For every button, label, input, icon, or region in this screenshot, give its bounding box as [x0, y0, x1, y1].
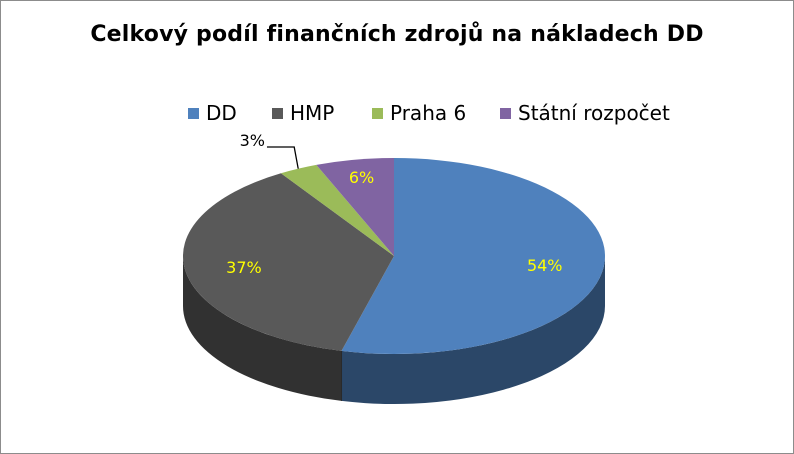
pie-slices: [183, 158, 606, 355]
legend-swatch-dd: [188, 107, 199, 119]
pie-side-hmp: [183, 256, 342, 401]
data-label-hmp: 37%: [226, 258, 262, 277]
pie-slice-praha-6: [280, 164, 394, 256]
data-label-dd: 54%: [527, 256, 563, 275]
pie-side-dd: [341, 256, 605, 404]
legend-item-dd: DD: [188, 101, 237, 125]
leader-line-praha-6: [266, 146, 299, 169]
legend-swatch-praha6: [372, 107, 383, 119]
legend-swatch-statni-rozpocet: [500, 107, 511, 119]
legend-item-hmp: HMP: [272, 101, 334, 125]
pie-slice-hmp: [183, 173, 394, 351]
legend-swatch-hmp: [272, 107, 283, 119]
pie-sides: [183, 256, 605, 404]
chart-title: Celkový podíl finančních zdrojů na nákla…: [90, 22, 704, 47]
legend-item-statni-rozpocet: Státní rozpočet: [500, 101, 670, 125]
pie-slice-dd: [341, 158, 606, 355]
legend-label-praha6: Praha 6: [390, 101, 467, 125]
legend-label-dd: DD: [206, 101, 237, 125]
pie-slice-statni-rozpocet: [316, 158, 394, 256]
legend-label-hmp: HMP: [290, 101, 335, 125]
data-label-statni-rozpocet: 6%: [349, 168, 374, 187]
legend-label-statni-rozpocet: Státní rozpočet: [518, 101, 670, 125]
data-label-praha-6: 3%: [240, 131, 265, 150]
pie-data-labels: 54% 37% 3% 6%: [226, 131, 562, 277]
legend-item-praha6: Praha 6: [372, 101, 466, 125]
chart-legend: DD HMP Praha 6 Státní rozpočet: [0, 101, 794, 129]
